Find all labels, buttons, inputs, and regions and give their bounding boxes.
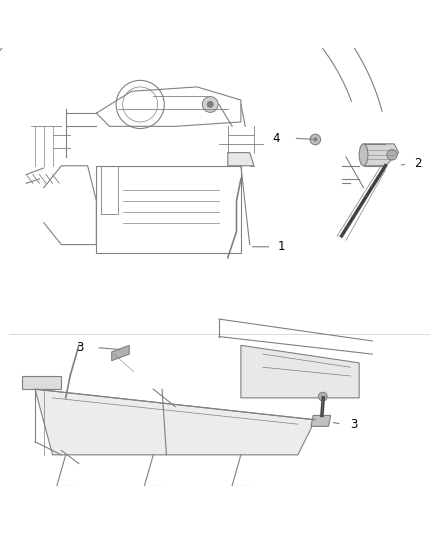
Circle shape <box>318 392 327 401</box>
Circle shape <box>387 150 397 160</box>
Circle shape <box>207 101 214 108</box>
Polygon shape <box>228 152 254 166</box>
Polygon shape <box>311 415 331 426</box>
Text: 3: 3 <box>76 341 83 354</box>
Circle shape <box>202 96 218 112</box>
Text: 2: 2 <box>414 157 421 170</box>
Circle shape <box>313 138 318 142</box>
Polygon shape <box>241 345 359 398</box>
Polygon shape <box>112 345 129 361</box>
Polygon shape <box>22 376 61 389</box>
Polygon shape <box>35 389 315 455</box>
Text: 1: 1 <box>278 240 286 253</box>
Text: 4: 4 <box>273 132 280 144</box>
Text: 3: 3 <box>350 418 358 431</box>
Ellipse shape <box>359 144 368 166</box>
Circle shape <box>310 134 321 145</box>
Polygon shape <box>364 144 399 166</box>
